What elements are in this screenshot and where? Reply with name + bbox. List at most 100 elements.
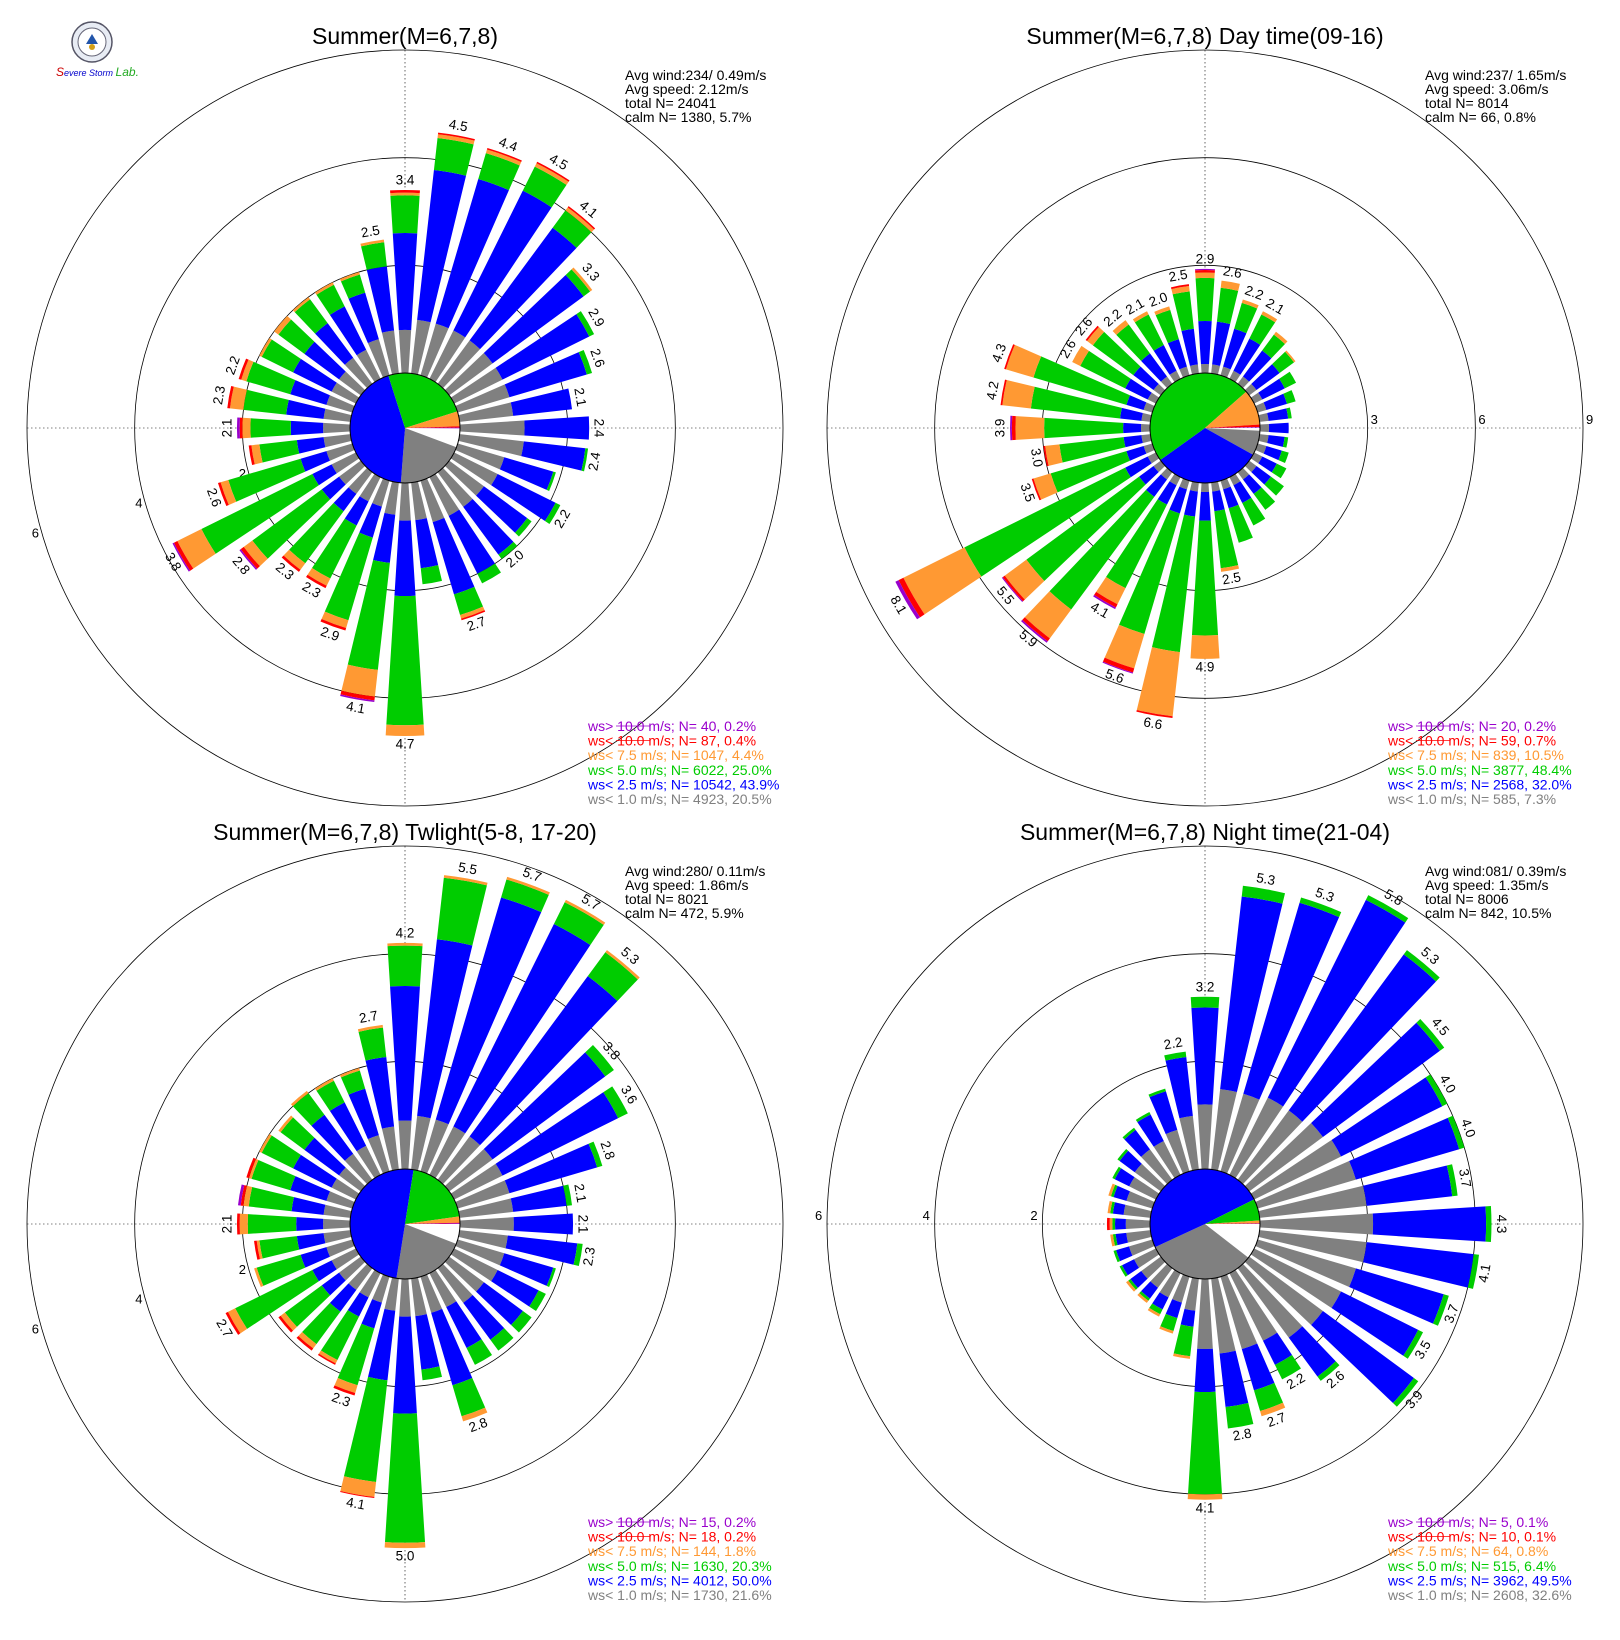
- bar-segment-ws-lt-1: [1250, 452, 1263, 464]
- stat-avg-speed: Avg speed: 3.06m/s: [1425, 81, 1548, 97]
- bar-segment-ws-lt-2-5: [1233, 481, 1252, 503]
- bar-segment-ws-lt-7-5: [243, 1185, 253, 1207]
- bar-segment-ws-lt-5: [546, 471, 556, 491]
- bar-segment-ws-lt-5: [581, 448, 589, 472]
- bar-total-label: 2.1: [571, 387, 589, 408]
- bar-segment-ws-lt-1: [399, 1278, 411, 1317]
- bar-segment-ws-lt-10: [340, 1490, 375, 1498]
- bar-segment-ws-lt-5: [498, 541, 518, 559]
- bar-segment-ws-lt-1: [444, 460, 484, 496]
- bar-segment-ws-lt-1: [1200, 364, 1210, 374]
- bar-total-label: 3.7: [1441, 1302, 1462, 1325]
- bar-total-label: 4.7: [396, 737, 415, 752]
- ring-label: 2: [239, 1262, 246, 1277]
- bar-segment-ws-lt-7-5: [1187, 1493, 1223, 1500]
- bar-segment-ws-lt-7-5: [485, 149, 522, 166]
- bar-total-label: 2.1: [575, 1215, 590, 1234]
- bar-segment-ws-lt-5: [552, 210, 592, 248]
- bar-segment-ws-lt-5: [585, 1044, 614, 1077]
- bar-segment-ws-lt-2-5: [315, 323, 354, 365]
- lab-logo-text: Severe Storm Lab.: [56, 65, 139, 79]
- bar-total-label: 4.9: [1196, 659, 1215, 674]
- bar-segment-ws-lt-10: [238, 358, 249, 380]
- bar-segment-ws-lt-2-5: [1180, 1308, 1196, 1327]
- bar-segment-ws-lt-5: [1113, 1250, 1121, 1263]
- bar-segment-ws-lt-1: [1255, 1161, 1356, 1209]
- bar-segment-ws-lt-5: [201, 473, 319, 554]
- bar-segment-ws-lt-10: [1195, 269, 1215, 273]
- bar-segment-ws-lt-7-5: [256, 1240, 263, 1260]
- legend-entry: ws< 1.0 m/s; N= 1730, 21.6%: [587, 1587, 772, 1603]
- stat-avg-wind: Avg wind:237/ 1.65m/s: [1425, 67, 1566, 83]
- bar-segment-ws-lt-5: [1225, 1403, 1254, 1429]
- bar-segment-ws-lt-7-5: [1126, 1280, 1136, 1292]
- bar-segment-ws-lt-2-5: [392, 233, 418, 331]
- bar-segment-ws-lt-10: [225, 1311, 241, 1335]
- bar-segment-ws-lt-10: [240, 1185, 247, 1206]
- wind-rose-panel: 2463.44.54.44.54.13.32.92.62.12.42.42.22…: [26, 23, 784, 807]
- legend-entry: ws< 1.0 m/s; N= 4923, 20.5%: [587, 791, 772, 807]
- bar-segment-ws-lt-5: [565, 269, 591, 297]
- bar-segment-ws-lt-1: [1143, 443, 1155, 454]
- bar-segment-ws-lt-5: [302, 1302, 341, 1345]
- bar-segment-ws-lt-1: [444, 1256, 484, 1292]
- bar-segment-ws-lt-2-5: [300, 1247, 330, 1268]
- bar-segment-ws-lt-1: [1244, 460, 1257, 473]
- bar-segment-ws-lt-2-5: [1126, 446, 1147, 461]
- pie-slice-ws-gt-10: [405, 427, 460, 429]
- bar-segment-ws-lt-5: [466, 1339, 493, 1365]
- bar-segment-ws-lt-7-5: [177, 529, 216, 569]
- bar-segment-ws-lt-5: [1033, 356, 1130, 405]
- bar-segment-ws-lt-1: [331, 1248, 360, 1270]
- bar-segment-ws-lt-2-5: [1331, 1077, 1443, 1157]
- pie-slice-ws-lt-2-5: [349, 375, 405, 483]
- legend-entry: ws< 5.0 m/s; N= 515, 6.4%: [1387, 1558, 1556, 1574]
- bar-segment-ws-lt-2-5: [321, 476, 346, 500]
- bar-segment-ws-lt-2-5: [483, 274, 584, 364]
- bar-segment-ws-lt-5: [256, 1254, 306, 1286]
- bar-segment-ws-lt-2-5: [1191, 1007, 1219, 1105]
- bar-segment-ws-lt-7-5: [1104, 624, 1145, 669]
- legend-entry: ws< 7.5 m/s; N= 64, 0.8%: [1387, 1543, 1548, 1559]
- bar-segment-ws-lt-2-5: [435, 897, 542, 1125]
- bar-segment-ws-lt-1: [1126, 1191, 1155, 1209]
- bar-total-label: 2.4: [592, 419, 607, 438]
- bar-segment-ws-lt-1: [1159, 1269, 1181, 1298]
- bar-total-label: 2.5: [1221, 569, 1242, 587]
- bar-segment-ws-lt-7-5: [314, 282, 334, 295]
- bar-segment-ws-lt-1: [1250, 392, 1263, 404]
- bar-segment-ws-lt-10: [1000, 379, 1007, 406]
- bar-segment-ws-lt-2-5: [1372, 1206, 1487, 1242]
- bar-segment-ws-lt-5: [1446, 1164, 1458, 1197]
- bar-segment-ws-lt-10: [1106, 1217, 1110, 1231]
- bar-segment-ws-lt-5: [259, 440, 300, 463]
- bar-segment-ws-lt-2-5: [1165, 1056, 1193, 1119]
- bar-segment-ws-lt-5: [1155, 309, 1179, 344]
- legend-entry: ws< 1.0 m/s; N= 2608, 32.6%: [1387, 1587, 1572, 1603]
- bar-segment-ws-lt-5: [1149, 1303, 1163, 1315]
- bar-segment-ws-lt-1: [420, 323, 449, 378]
- bar-total-label: 2.7: [465, 614, 488, 635]
- bar-segment-ws-lt-2-5: [1167, 339, 1187, 370]
- bar-total-label: 2.8: [1232, 1426, 1253, 1444]
- bar-segment-ws-gt-10: [172, 542, 191, 572]
- bar-segment-ws-lt-5: [1262, 334, 1286, 359]
- bar-segment-ws-lt-5: [386, 595, 424, 726]
- bar-segment-ws-lt-10: [254, 1240, 260, 1260]
- pie-slice-ws-lt-2-5: [1149, 1168, 1255, 1248]
- bar-segment-ws-lt-2-5: [469, 976, 618, 1146]
- bar-segment-ws-lt-5: [1278, 450, 1289, 463]
- bar-segment-ws-lt-7-5: [1220, 565, 1240, 572]
- bar-segment-ws-lt-5: [248, 1187, 294, 1212]
- bar-segment-ws-lt-2-5: [1233, 338, 1261, 375]
- pie-slice-ws-lt-2-5: [349, 1168, 414, 1279]
- bar-segment-ws-lt-2-5: [1212, 321, 1231, 366]
- bar-segment-ws-lt-2-5: [1115, 1232, 1128, 1246]
- bar-segment-ws-lt-1: [344, 357, 373, 389]
- bar-segment-ws-lt-5: [1279, 371, 1297, 389]
- bar-segment-ws-lt-2-5: [1125, 378, 1152, 400]
- pie-outline: [1149, 1168, 1261, 1280]
- bar-segment-ws-lt-7-5: [1285, 350, 1296, 363]
- bar-segment-ws-lt-1: [411, 1277, 427, 1317]
- bar-segment-ws-lt-5: [490, 1328, 514, 1351]
